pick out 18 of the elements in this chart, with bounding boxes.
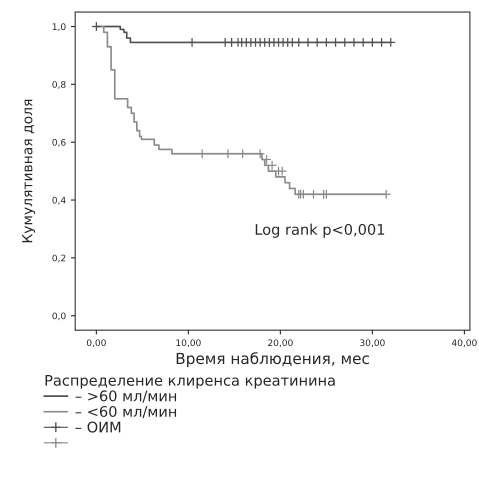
y-tick-label: 0,6 <box>52 138 66 147</box>
x-axis-title: Время наблюдения, мес <box>176 352 369 368</box>
y-tick-label: 1,0 <box>52 23 66 31</box>
x-tick-label: 10,00 <box>176 339 201 348</box>
y-tick-label: 0,8 <box>52 81 66 89</box>
y-axis-title: Кумулятивная доля <box>22 100 36 242</box>
x-tick-label: 40,00 <box>452 339 477 348</box>
x-tick-label: 20,00 <box>268 339 293 348</box>
legend-label: – <60 мл/мин <box>75 406 176 418</box>
y-tick-label: 0,2 <box>52 254 66 262</box>
x-tick-label: 30,00 <box>360 339 385 348</box>
annotation: Log rank p<0,001 <box>256 224 384 238</box>
y-tick-label: 0,4 <box>52 196 66 205</box>
x-tick-label: 0,00 <box>86 339 106 348</box>
legend-title: Распределение клиренса креатинина <box>46 375 335 389</box>
legend-label: – >60 мл/мин <box>75 390 176 403</box>
legend-label: – ОИМ <box>75 422 120 433</box>
y-tick-label: 0,0 <box>52 312 66 320</box>
